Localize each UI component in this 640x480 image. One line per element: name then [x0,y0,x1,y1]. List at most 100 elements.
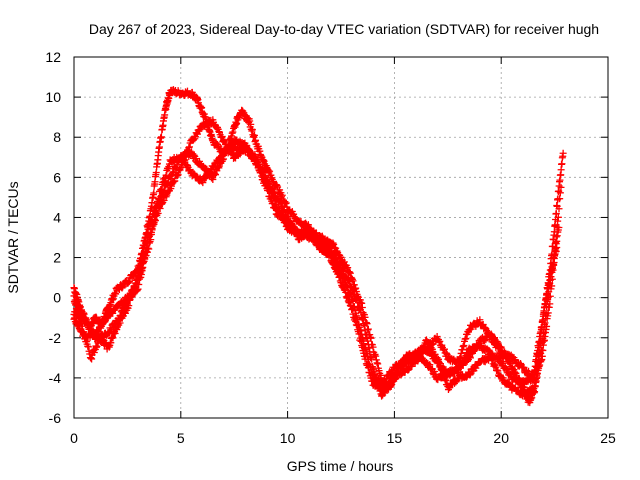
chart-title: Day 267 of 2023, Sidereal Day-to-day VTE… [89,21,599,37]
data-point [117,311,125,319]
data-point [344,297,352,305]
data-point [252,157,260,165]
data-point [329,260,337,268]
data-point [538,346,546,354]
data-point [260,177,268,185]
data-point [250,131,258,139]
data-point [160,196,168,204]
data-point [159,178,167,186]
data-point [171,177,179,185]
data-point [362,353,370,361]
y-tick-label: 2 [53,250,61,266]
data-point [442,377,450,385]
data-point [369,343,377,351]
data-point [554,213,562,221]
data-point [362,319,370,327]
data-point [307,227,315,235]
data-point [457,349,465,357]
data-point [259,176,267,184]
data-point [264,186,272,194]
data-point [160,177,168,185]
data-point [545,288,553,296]
data-point [356,334,364,342]
data-point [353,322,361,330]
data-point [246,117,254,125]
data-point [161,174,169,182]
data-point [528,388,536,396]
data-point [555,205,563,213]
data-point [150,218,158,226]
data-point [459,342,467,350]
data-point [441,376,449,384]
data-point [84,343,92,351]
data-point [167,182,175,190]
data-point [321,245,329,253]
data-point [558,160,566,168]
x-tick-label: 15 [387,430,403,446]
data-point [147,236,155,244]
data-point [499,359,507,367]
data-point [125,277,133,285]
data-point [417,353,425,361]
data-point [426,361,434,369]
data-point [512,369,520,377]
data-point [139,258,147,266]
x-tick-label: 20 [493,430,509,446]
data-point [426,348,434,356]
data-point [125,291,133,299]
data-point [212,171,220,179]
y-tick-label: -4 [49,370,62,386]
data-point [155,194,163,202]
data-point [425,340,433,348]
data-point [492,363,500,371]
data-point [271,189,279,197]
data-point [123,300,131,308]
data-point [149,222,157,230]
data-point [350,281,358,289]
data-point [435,358,443,366]
data-point [433,332,441,340]
data-point [460,342,468,350]
data-point [257,169,265,177]
data-point [364,325,372,333]
data-point [357,337,365,345]
data-point [185,143,193,151]
data-point [115,315,123,323]
data-point [89,328,97,336]
data-point [199,179,207,187]
data-point [555,223,563,231]
x-axis-label: GPS time / hours [287,458,394,474]
data-marks [70,86,567,407]
data-point [195,127,203,135]
data-point [358,299,366,307]
data-point [367,374,375,382]
data-point [459,359,467,367]
y-tick-label: 12 [45,49,61,65]
data-point [255,163,263,171]
data-point [358,343,366,351]
y-tick-label: -2 [49,330,62,346]
data-point [185,144,193,152]
x-tick-label: 0 [70,430,78,446]
data-point [137,268,145,276]
data-point [345,268,353,276]
data-point [212,162,220,170]
data-point [373,359,381,367]
data-point [135,273,143,281]
data-point [460,358,468,366]
data-point [142,251,150,259]
data-point [218,152,226,160]
data-point [364,326,372,334]
data-point [258,172,266,180]
data-point [542,310,550,318]
data-point [154,198,162,206]
y-axis-label: SDTVAR / TECUs [5,181,21,293]
data-point [201,164,209,172]
data-point [554,217,562,225]
x-tick-label: 25 [600,430,616,446]
x-tick-label: 10 [280,430,296,446]
data-point [74,321,82,329]
data-point [186,165,194,173]
data-point [153,202,161,210]
data-point [462,334,470,342]
